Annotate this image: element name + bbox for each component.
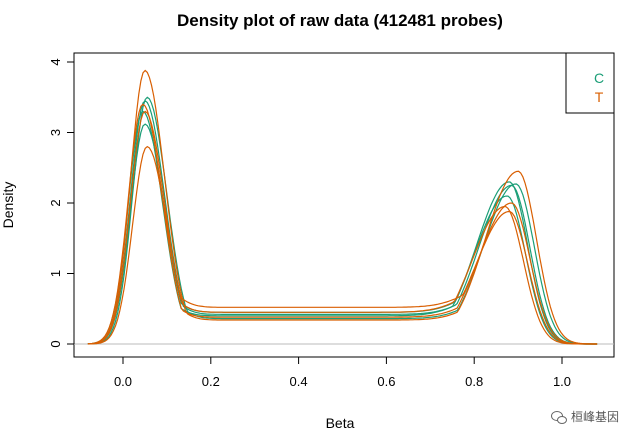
legend-label-c: C — [594, 70, 604, 86]
x-tick-label: 0.2 — [202, 374, 220, 389]
x-axis-label: Beta — [326, 415, 355, 431]
density-curve-t-5 — [87, 69, 598, 345]
x-tick-label: 1.0 — [553, 374, 571, 389]
x-tick-label: 0.6 — [377, 374, 395, 389]
density-curves — [87, 69, 598, 345]
legend-label-t: T — [595, 89, 604, 105]
y-axis-label: Density — [0, 182, 16, 229]
x-axis: 0.0 0.2 0.4 0.6 0.8 1.0 — [114, 356, 571, 389]
wechat-icon — [550, 410, 567, 424]
legend: C T — [565, 52, 615, 114]
density-curve-t-7 — [87, 110, 598, 345]
y-axis: 0 1 2 3 4 — [48, 58, 75, 348]
density-curve-t-8 — [87, 103, 598, 345]
y-tick-label: 4 — [48, 58, 63, 65]
x-tick-label: 0.4 — [290, 374, 308, 389]
chart-title: Density plot of raw data (412481 probes) — [177, 11, 503, 30]
x-tick-label: 0.8 — [465, 374, 483, 389]
y-tick-label: 1 — [48, 270, 63, 277]
watermark-text: 桓峰基因 — [570, 410, 619, 424]
y-tick-label: 2 — [48, 199, 63, 206]
y-tick-label: 0 — [48, 340, 63, 347]
density-curve-c-4 — [87, 96, 598, 345]
plot-frame — [73, 52, 615, 358]
watermark: 桓峰基因 — [550, 408, 619, 425]
legend-box — [565, 52, 615, 114]
y-tick-label: 3 — [48, 129, 63, 136]
density-curve-c-2 — [87, 110, 598, 345]
x-tick-label: 0.0 — [114, 374, 132, 389]
